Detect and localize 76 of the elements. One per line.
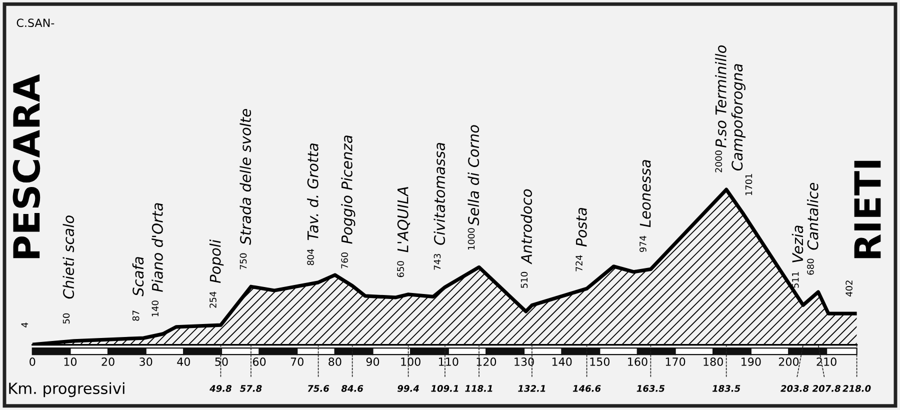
data-label: 50 bbox=[62, 313, 70, 324]
annotation: Scafa bbox=[132, 257, 144, 296]
x-tick-label: 170 bbox=[666, 358, 686, 366]
x-tick-label: 130 bbox=[514, 358, 534, 366]
x-tick-label: 80 bbox=[328, 358, 342, 366]
annotation: Strada delle svolte bbox=[240, 109, 252, 245]
x-tick-label: 120 bbox=[476, 358, 496, 366]
data-label: 2000 bbox=[715, 150, 722, 172]
data-label: 760 bbox=[341, 252, 348, 268]
x-tick-label: 20 bbox=[102, 358, 114, 366]
annotation: 146.6 bbox=[572, 385, 601, 392]
annotation: Civitatomassa bbox=[434, 142, 446, 245]
data-label: 511 bbox=[792, 272, 799, 288]
x-tick-label: 160 bbox=[628, 358, 648, 366]
annotation: 99.4 bbox=[398, 385, 419, 392]
annotation: L'AQUILA bbox=[397, 187, 410, 252]
annotation: RIETI bbox=[854, 160, 881, 258]
data-label: 402 bbox=[846, 280, 852, 297]
annotation: Popoli bbox=[210, 240, 224, 284]
annotation: 57.8 bbox=[240, 385, 262, 392]
data-label: 804 bbox=[307, 249, 314, 266]
data-label: 254 bbox=[210, 292, 216, 308]
annotation: Antrodoco bbox=[520, 189, 532, 264]
data-label: 974 bbox=[640, 236, 646, 252]
x-axis-title: Km. progressivi bbox=[9, 382, 124, 398]
annotation: Vezia bbox=[792, 226, 804, 262]
x-tick-label: 50 bbox=[215, 358, 228, 366]
x-tick-label: 180 bbox=[704, 358, 723, 366]
x-tick-label: 90 bbox=[366, 358, 380, 366]
data-label: 140 bbox=[152, 300, 159, 316]
data-label: 650 bbox=[397, 261, 404, 278]
x-tick-label: 10 bbox=[64, 358, 77, 366]
x-tick-label: 210 bbox=[816, 358, 836, 366]
annotation: Sella di Corno bbox=[468, 125, 480, 226]
annotation: Chieti scalo bbox=[62, 216, 74, 299]
data-label: 87 bbox=[132, 310, 140, 321]
annotation: 207.8 bbox=[812, 385, 841, 392]
annotation: P.so Terminillo bbox=[715, 45, 726, 148]
x-tick-label: 0 bbox=[30, 358, 36, 366]
annotation: Cantalice bbox=[807, 182, 818, 250]
x-tick-label: 140 bbox=[552, 358, 572, 366]
annotation: Campoforogna bbox=[731, 64, 746, 171]
data-label: 4 bbox=[21, 322, 28, 328]
annotation: Piano d'Orta bbox=[152, 203, 163, 292]
text: C.SAN- bbox=[16, 18, 54, 28]
annotation: PESCARA bbox=[12, 74, 40, 258]
data-label: 680 bbox=[807, 258, 814, 275]
annotation: 84.6 bbox=[341, 385, 364, 392]
annotation: 75.6 bbox=[308, 385, 330, 392]
annotation: 218.0 bbox=[842, 385, 871, 392]
annotation: 183.5 bbox=[712, 385, 740, 392]
x-tick-label: 100 bbox=[401, 358, 420, 366]
x-tick-label: 200 bbox=[778, 358, 799, 366]
annotation: 203.8 bbox=[780, 385, 809, 392]
x-tick-label: 70 bbox=[290, 358, 304, 366]
x-tick-label: 110 bbox=[439, 358, 458, 366]
annotation: 132.1 bbox=[518, 385, 546, 392]
annotation: 118.1 bbox=[465, 385, 492, 392]
x-tick-label: 190 bbox=[742, 358, 761, 366]
annotation: 109.1 bbox=[431, 385, 458, 392]
annotation: 49.8 bbox=[210, 385, 232, 392]
annotation: Poggio Picenza bbox=[341, 136, 356, 244]
annotation: Tav. d. Grotta bbox=[307, 144, 318, 240]
annotation: Leonessa bbox=[640, 160, 651, 228]
data-label: 743 bbox=[434, 254, 441, 270]
data-label: 750 bbox=[240, 253, 247, 270]
x-tick-label: 30 bbox=[140, 358, 152, 366]
x-tick-label: 150 bbox=[590, 358, 610, 366]
x-tick-label: 40 bbox=[177, 358, 190, 366]
data-label: 1701 bbox=[745, 174, 752, 196]
annotation: 163.5 bbox=[636, 385, 665, 392]
annotation: Posta bbox=[576, 208, 587, 247]
data-label: 1000 bbox=[468, 228, 475, 250]
data-label: 510 bbox=[520, 272, 528, 288]
x-tick-label: 60 bbox=[253, 358, 266, 366]
data-label: 724 bbox=[576, 255, 582, 272]
